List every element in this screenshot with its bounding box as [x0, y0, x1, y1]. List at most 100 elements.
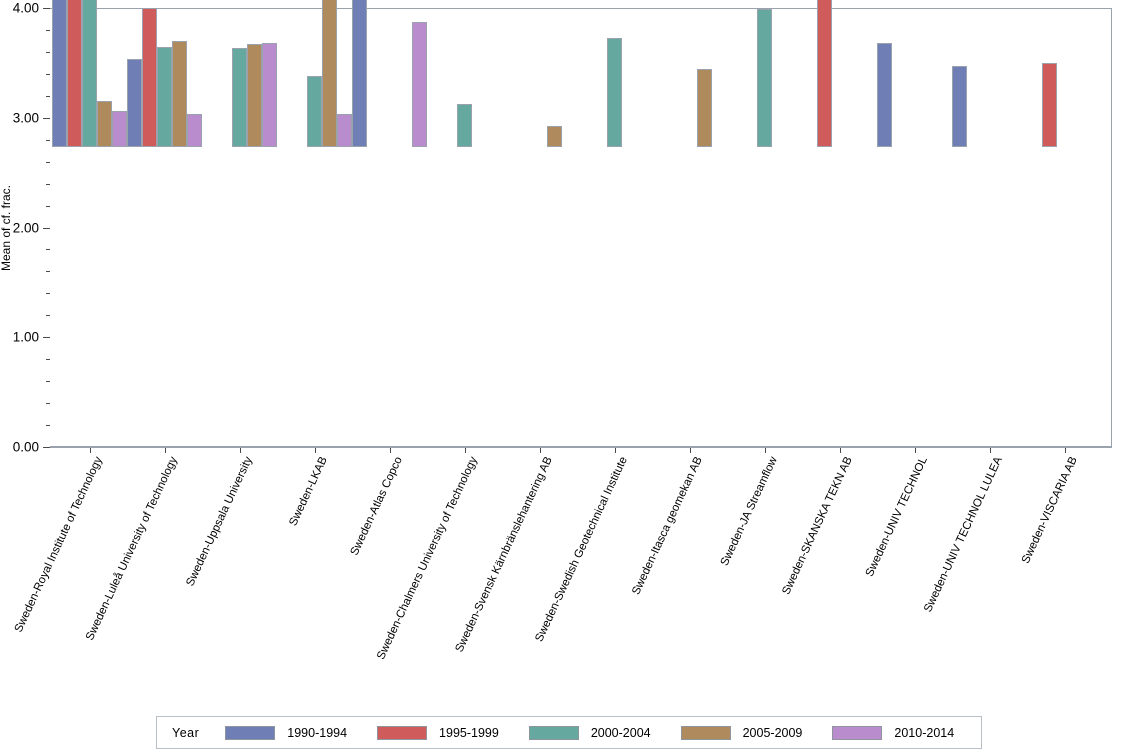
y-tick-minor — [46, 315, 50, 317]
x-axis-label-text: Sweden-UNIV TECHNOL — [863, 455, 930, 579]
y-tick-minor — [46, 381, 50, 383]
x-tick — [464, 448, 466, 453]
y-tick-label: 2.00 — [12, 219, 39, 235]
bar[interactable] — [52, 0, 67, 147]
bar[interactable] — [247, 43, 262, 147]
x-axis-label-text: Sweden-Uppsala University — [183, 455, 255, 589]
x-tick — [314, 448, 316, 453]
legend: Year 1990-1994 1995-1999 2000-2004 2005-200… — [156, 716, 982, 749]
x-axis-label-text: Sweden-Itasca geomekan AB — [629, 455, 705, 597]
bar[interactable] — [142, 7, 157, 147]
legend-label: 1990-1994 — [287, 725, 348, 740]
legend-swatch — [832, 725, 883, 740]
y-tick-minor — [46, 425, 50, 427]
bar[interactable] — [817, 0, 832, 147]
y-tick-label: 4.00 — [12, 0, 39, 16]
y-tick-major — [43, 117, 50, 119]
x-axis-label-text: Sweden-VISCARIA AB — [1019, 455, 1080, 566]
y-tick-major — [43, 8, 50, 9]
x-tick — [764, 448, 766, 453]
x-axis-label-text: Sweden-JA Streamflow — [718, 455, 780, 568]
y-tick-minor — [46, 205, 50, 207]
bar[interactable] — [67, 0, 82, 147]
bar[interactable] — [322, 0, 337, 147]
legend-entry[interactable]: 2010-2014 — [832, 725, 955, 740]
legend-swatch — [377, 725, 428, 740]
legend-title: Year — [172, 725, 200, 740]
bar[interactable] — [307, 75, 322, 147]
bar[interactable] — [127, 59, 142, 147]
x-tick — [914, 448, 916, 453]
legend-entry[interactable]: 2005-2009 — [680, 725, 803, 740]
y-tick-major — [43, 227, 50, 229]
bar[interactable] — [1042, 62, 1057, 147]
bar[interactable] — [547, 126, 562, 147]
bar[interactable] — [112, 110, 127, 147]
legend-entry[interactable]: 1990-1994 — [225, 725, 348, 740]
bar[interactable] — [697, 69, 712, 147]
legend-entry[interactable]: 1995-1999 — [377, 725, 499, 740]
bar[interactable] — [457, 104, 472, 147]
x-tick — [539, 448, 541, 453]
legend-entry[interactable]: 2000-2004 — [528, 725, 651, 740]
y-tick-minor — [46, 271, 50, 273]
bar[interactable] — [352, 0, 367, 147]
bar[interactable] — [877, 42, 892, 147]
y-tick-minor — [46, 95, 50, 97]
x-tick — [614, 448, 616, 453]
x-axis-label-text: Sweden-Royal Institute of Technology — [12, 455, 105, 635]
bars-layer — [52, 0, 1066, 453]
legend-label: 1995-1999 — [439, 725, 499, 740]
bar[interactable] — [757, 8, 772, 147]
x-tick — [839, 448, 841, 453]
y-tick-label: 0.00 — [12, 439, 39, 455]
y-tick-minor — [46, 161, 50, 163]
y-tick-minor — [46, 183, 50, 185]
y-tick-label: 3.00 — [12, 110, 39, 125]
x-axis-label-text: Sweden-SKANSKA TEKN AB — [779, 455, 855, 597]
x-tick — [689, 448, 691, 453]
bar[interactable] — [157, 47, 172, 147]
x-axis-label-text: Sweden-UNIV TECHNOL LULEA — [921, 455, 1005, 615]
x-axis-line — [50, 447, 1112, 448]
y-tick-minor — [46, 139, 50, 141]
legend-label: 2010-2014 — [894, 725, 955, 740]
y-tick-minor — [46, 29, 50, 31]
bar[interactable] — [97, 100, 112, 147]
y-tick-major — [43, 337, 50, 339]
y-tick-minor — [46, 293, 50, 295]
legend-swatch — [225, 725, 276, 740]
legend-label: 2000-2004 — [590, 725, 651, 740]
bar[interactable] — [232, 48, 247, 147]
bar[interactable] — [262, 42, 277, 147]
y-axis-ticks: 0.00 1.00 2.00 3.00 4.00 — [0, 0, 50, 456]
bar[interactable] — [952, 65, 967, 147]
legend-swatch — [528, 725, 579, 740]
y-tick-major — [43, 447, 50, 448]
x-tick — [239, 448, 241, 453]
bar[interactable] — [187, 114, 202, 147]
x-axis-label-text: Sweden-Atlas Copco — [348, 455, 405, 558]
y-tick-minor — [46, 249, 50, 251]
x-tick — [389, 448, 391, 453]
x-tick — [989, 448, 991, 453]
x-axis-label-text: Sweden-Luleå University of Technology — [83, 455, 180, 643]
x-tick — [164, 448, 166, 453]
legend-swatch — [680, 725, 731, 740]
bar[interactable] — [412, 21, 427, 147]
legend-label: 2005-2009 — [742, 725, 803, 740]
x-axis-label-text: Sweden-Swedish Geotechnical Institute — [532, 455, 630, 644]
y-tick-minor — [46, 51, 50, 53]
bar[interactable] — [82, 0, 97, 147]
x-tick — [1064, 448, 1066, 453]
bar[interactable] — [172, 40, 187, 147]
bar[interactable] — [337, 114, 352, 147]
y-tick-minor — [46, 359, 50, 361]
y-tick-minor — [46, 73, 50, 75]
bar[interactable] — [607, 38, 622, 147]
x-axis-label-text: Sweden-LKAB — [286, 455, 330, 528]
y-tick-minor — [46, 403, 50, 405]
y-tick-label: 1.00 — [12, 329, 39, 345]
x-axis-category-labels: Sweden-Royal Institute of Technology Swed… — [0, 447, 1134, 707]
x-tick — [89, 448, 91, 453]
